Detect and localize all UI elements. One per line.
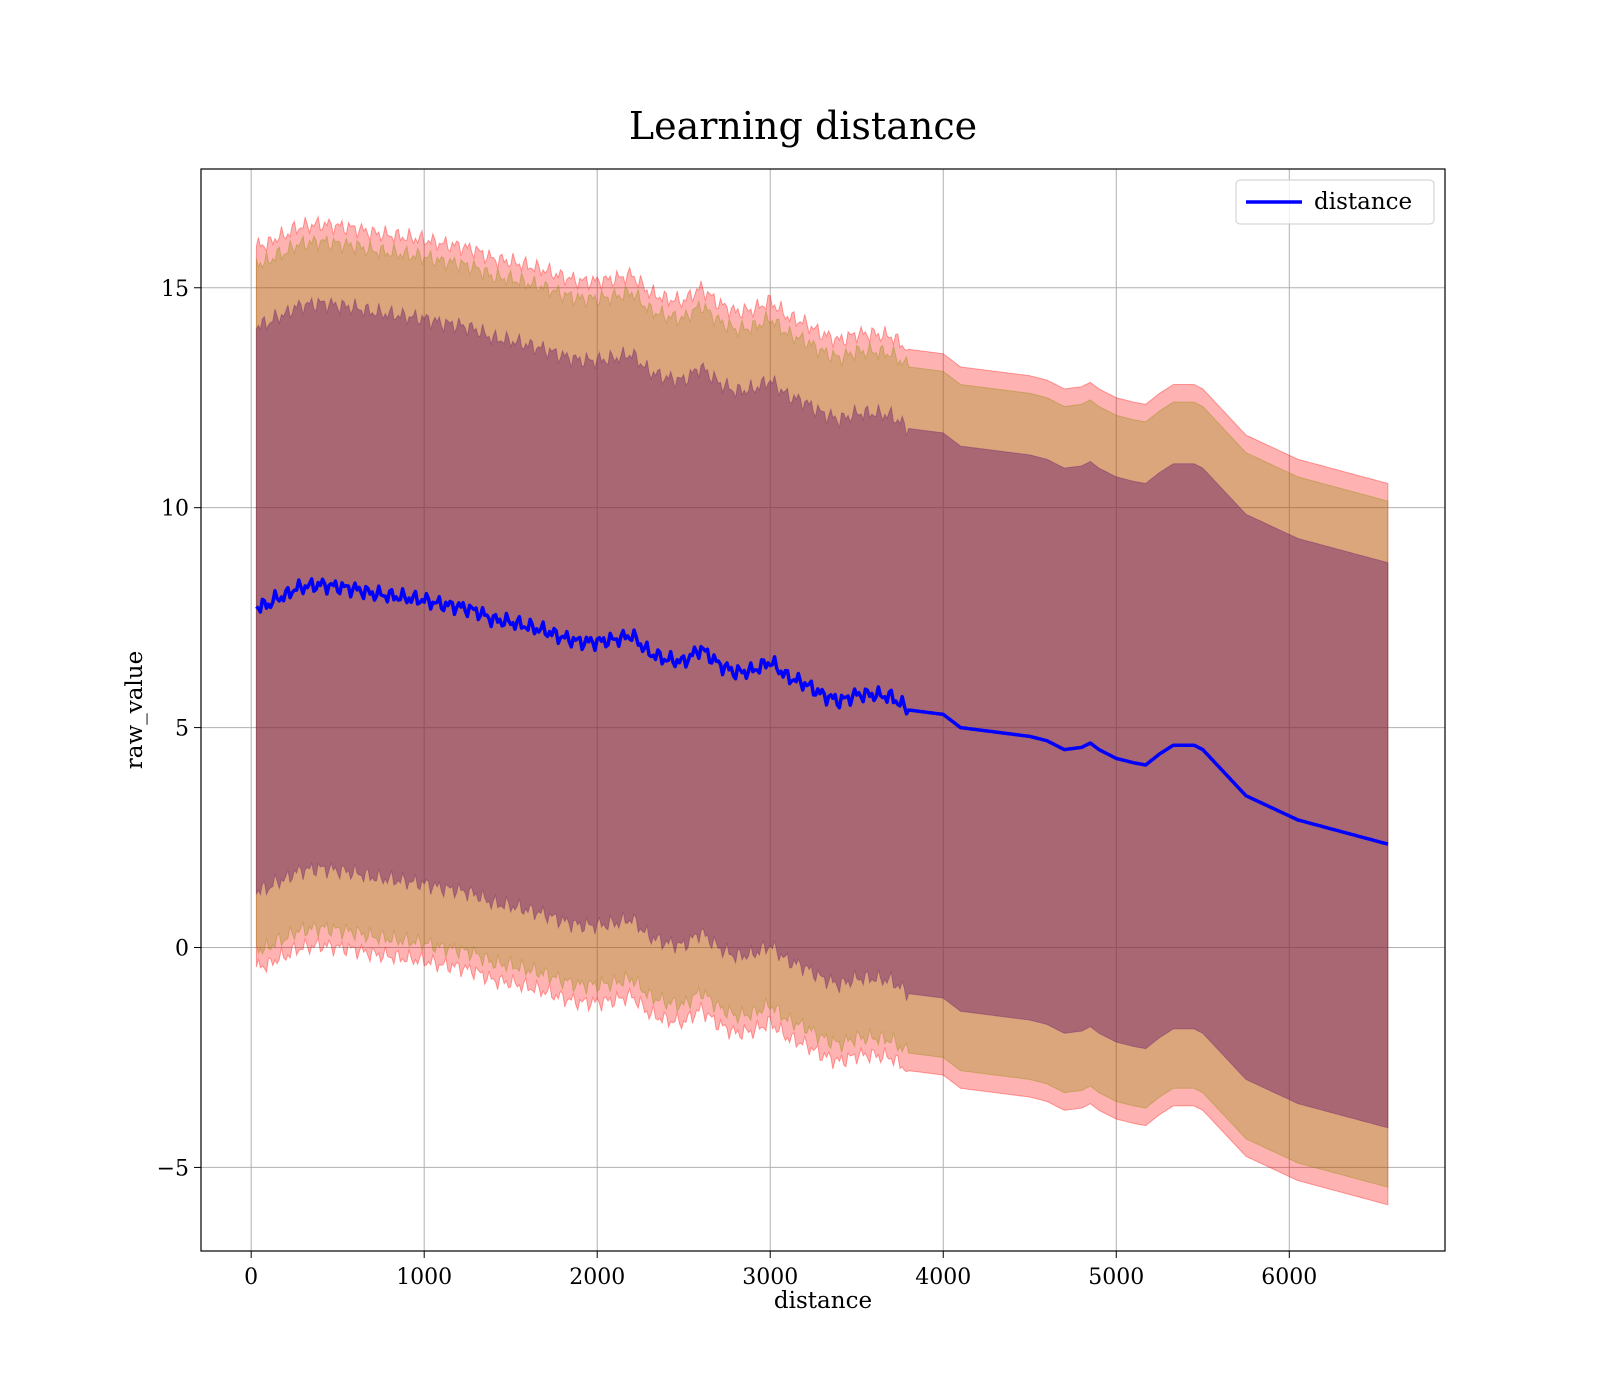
y-axis-label: raw_value — [122, 651, 148, 769]
x-tick-label: 1000 — [396, 1265, 452, 1290]
y-tick-label: 10 — [161, 497, 189, 522]
x-tick-label: 3000 — [742, 1265, 798, 1290]
confidence-bands — [255, 214, 1389, 1206]
legend-label-distance: distance — [1314, 189, 1412, 215]
x-tick-label: 6000 — [1261, 1265, 1317, 1290]
confidence-band-0 — [255, 214, 1389, 1206]
series-line-distance — [255, 577, 1389, 846]
legend: distance — [1235, 179, 1435, 225]
plot-frame — [200, 168, 1446, 1252]
y-tick-label: 15 — [161, 277, 189, 302]
chart-title: Learning distance — [629, 104, 977, 148]
confidence-band-1 — [255, 234, 1389, 1188]
x-tick-label: 5000 — [1088, 1265, 1144, 1290]
axis-ticks: 0 1000 2000 3000 4000 5000 6000 −5 0 5 10 15 — [157, 277, 1318, 1290]
x-axis-label: distance — [774, 1288, 872, 1314]
x-tick-label: 4000 — [915, 1265, 971, 1290]
y-tick-label: 5 — [175, 717, 189, 742]
y-tick-label: −5 — [157, 1156, 189, 1181]
series-lines — [255, 577, 1389, 846]
legend-box — [1235, 179, 1435, 225]
y-tick-label: 0 — [175, 937, 189, 962]
x-tick-label: 2000 — [569, 1265, 625, 1290]
confidence-band-2 — [255, 296, 1389, 1129]
grid — [201, 169, 1445, 1251]
x-tick-label: 0 — [244, 1265, 258, 1290]
